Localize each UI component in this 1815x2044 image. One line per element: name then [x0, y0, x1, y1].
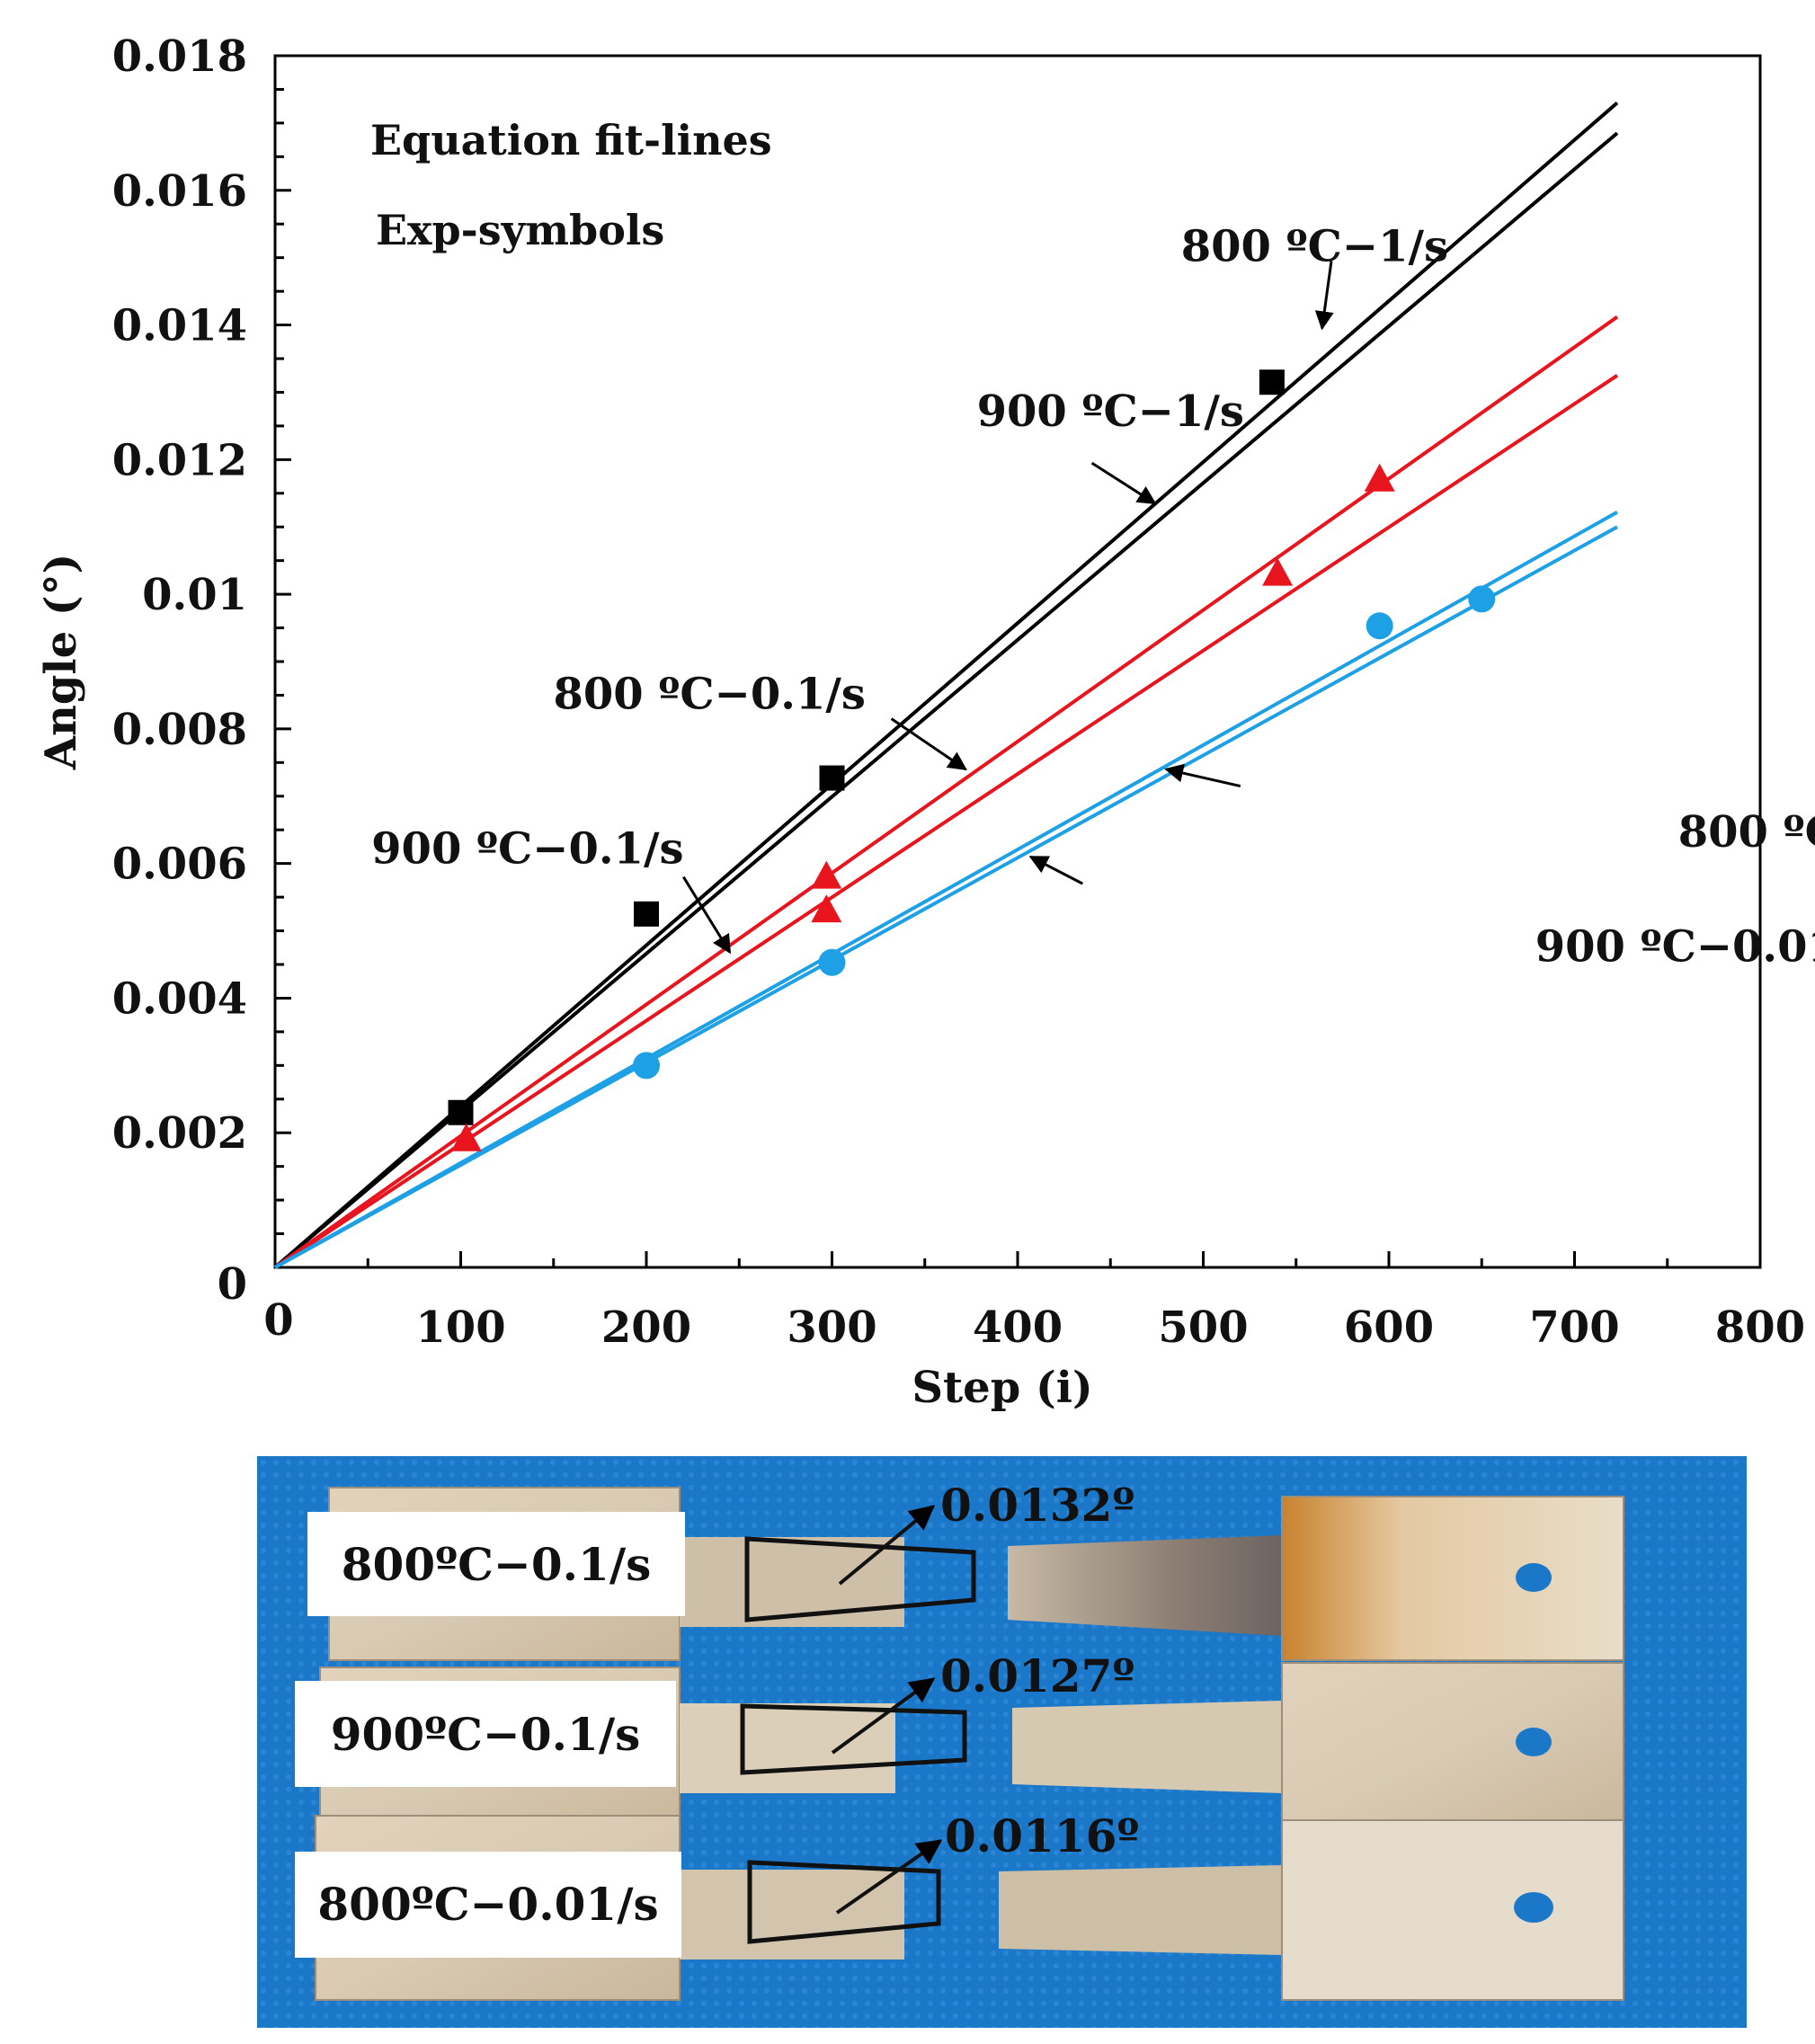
- specimen-1-label: 800ºC−0.1/s: [342, 1538, 651, 1591]
- specimen-1-arrow: [838, 1505, 936, 1586]
- specimen-3-right-grip: [1281, 1819, 1624, 2001]
- annotation-arrow: [1164, 763, 1241, 788]
- y-tick-label: 0.016: [112, 166, 247, 217]
- annotation-arrow: [1028, 855, 1083, 885]
- specimen-3-outline-box: [747, 1860, 941, 1944]
- fit-line: [273, 374, 1619, 1269]
- specimen-3-hole: [1514, 1892, 1553, 1923]
- specimen-3-label: 800ºC−0.01/s: [317, 1878, 658, 1931]
- annotation-arrow: [1090, 461, 1157, 505]
- triangle-marker: [450, 1123, 482, 1151]
- annotation-arrow: [890, 717, 967, 771]
- legend-note-exp-symbols: Exp-symbols: [376, 206, 664, 254]
- specimen-1: 800ºC−0.1/s 0.0132º: [307, 1479, 1624, 1661]
- annotation-labels: 800 ºC−1/s 900 ºC−1/s 800 ºC−0.1/s 900 ºC−0…: [371, 221, 1815, 972]
- square-marker: [1259, 369, 1285, 395]
- fit-line: [273, 131, 1619, 1269]
- x-tick-label: 400: [973, 1302, 1063, 1353]
- circle-marker: [1366, 612, 1393, 640]
- annotation-label: 900 ºC−0.01/s: [1535, 921, 1815, 972]
- y-tick-label: 0.01: [142, 570, 247, 620]
- circle-marker: [633, 1052, 660, 1080]
- fit-line: [274, 511, 1618, 1269]
- annotation-arrows: [682, 261, 1334, 955]
- y-tick-label: 0.006: [112, 840, 247, 890]
- specimen-2-left-gauge: [680, 1703, 895, 1793]
- legend-note-fit-lines: Equation fit-lines: [370, 116, 772, 164]
- x-tick-labels: 0 100 200 300 400 500 600 700 800: [263, 1295, 1805, 1353]
- axis-ticks: [273, 54, 1762, 1269]
- specimen-photo: 800ºC−0.1/s 0.0132º 900ºC−0.1/s 0.0127º …: [257, 1456, 1747, 2028]
- specimen-2-right-grip: [1281, 1662, 1624, 1830]
- y-tick-labels: 0 0.002 0.004 0.006 0.008 0.01 0.012 0.014 0.016…: [112, 31, 247, 1310]
- fit-line: [274, 525, 1618, 1269]
- specimen-1-left-gauge: [680, 1537, 904, 1627]
- specimen-2-hole: [1516, 1728, 1552, 1756]
- specimen-1-outline-box: [744, 1536, 976, 1622]
- triangle-marker: [1262, 557, 1294, 586]
- x-axis-label: Step (i): [912, 1363, 1092, 1413]
- y-tick-label: 0.012: [112, 435, 247, 485]
- annotation-label: 800 ºC−0.01/s: [1678, 807, 1815, 858]
- specimen-1-hole: [1516, 1563, 1552, 1592]
- specimen-3-angle: 0.0116º: [945, 1809, 1139, 1862]
- y-tick-label: 0.014: [112, 301, 247, 351]
- y-axis-label: Angle (°): [36, 554, 86, 771]
- annotation-label: 900 ºC−0.1/s: [371, 824, 683, 875]
- specimen-2-angle: 0.0127º: [940, 1649, 1134, 1702]
- specimen-1-label-box: [307, 1512, 685, 1616]
- specimen-2-arrow: [831, 1677, 936, 1755]
- y-tick-label: 0.002: [112, 1108, 247, 1159]
- annotation-arrow: [1314, 261, 1334, 331]
- x-tick-label: 800: [1715, 1302, 1805, 1353]
- y-tick-label: 0: [218, 1259, 247, 1310]
- square-marker: [448, 1099, 474, 1125]
- specimen-2-label: 900ºC−0.1/s: [331, 1708, 640, 1761]
- y-tick-label: 0.008: [112, 705, 247, 755]
- specimen-1-right-gauge: [1008, 1535, 1282, 1636]
- annotation-label: 800 ºC−0.1/s: [554, 669, 866, 719]
- specimen-3-left-gauge: [680, 1870, 904, 1960]
- annotation-label: 900 ºC−1/s: [977, 387, 1244, 437]
- specimen-2-right-gauge: [1012, 1701, 1282, 1793]
- experimental-markers: [448, 369, 1496, 1151]
- fit-line: [273, 315, 1619, 1269]
- y-tick-label: 0.018: [112, 31, 247, 82]
- x-tick-label: 600: [1344, 1302, 1434, 1353]
- triangle-marker: [811, 894, 842, 923]
- specimen-1-angle: 0.0132º: [940, 1479, 1134, 1532]
- circle-marker: [818, 948, 846, 976]
- annotation-arrow: [682, 875, 732, 955]
- triangle-marker: [811, 860, 842, 889]
- x-tick-label: 0: [263, 1295, 293, 1346]
- square-marker: [819, 765, 845, 791]
- circle-marker: [1468, 585, 1496, 613]
- angle-vs-step-chart: 0 100 200 300 400 500 600 700 800 0 0.002 0.004 0.0…: [36, 31, 1815, 1413]
- specimen-3: 800ºC−0.01/s 0.0116º: [295, 1809, 1624, 2001]
- specimen-3-right-gauge: [999, 1865, 1282, 1955]
- x-tick-label: 200: [601, 1302, 691, 1353]
- x-tick-label: 300: [787, 1302, 876, 1353]
- triangle-marker: [1364, 463, 1395, 492]
- specimen-3-arrow: [835, 1839, 943, 1915]
- square-marker: [634, 901, 659, 927]
- x-tick-label: 700: [1529, 1302, 1619, 1353]
- x-tick-label: 500: [1158, 1302, 1248, 1353]
- x-tick-label: 100: [415, 1302, 505, 1353]
- specimen-3-label-box: [295, 1852, 681, 1958]
- fit-line: [273, 101, 1619, 1269]
- annotation-label: 800 ºC−1/s: [1181, 221, 1448, 271]
- specimen-1-right-grip: [1281, 1496, 1624, 1661]
- specimen-2-label-box: [295, 1681, 676, 1787]
- y-tick-label: 0.004: [112, 973, 247, 1024]
- fit-lines: [273, 101, 1619, 1269]
